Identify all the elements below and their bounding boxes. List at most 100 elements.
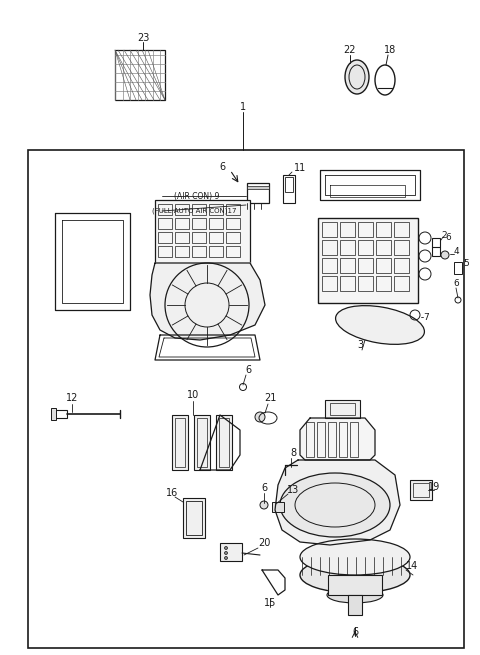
Bar xyxy=(194,415,210,470)
Text: 6: 6 xyxy=(261,483,267,493)
Ellipse shape xyxy=(336,306,424,345)
Bar xyxy=(376,276,391,291)
Polygon shape xyxy=(300,418,375,460)
Bar xyxy=(247,183,269,203)
Bar xyxy=(350,422,358,457)
Bar xyxy=(158,218,172,229)
Bar xyxy=(175,418,185,467)
Circle shape xyxy=(255,412,265,422)
Bar xyxy=(394,240,409,255)
Text: 11: 11 xyxy=(294,163,306,173)
Bar xyxy=(318,218,418,303)
Bar xyxy=(226,232,240,243)
Text: 14: 14 xyxy=(406,561,418,571)
Text: 15: 15 xyxy=(264,598,276,608)
Bar xyxy=(283,175,295,203)
Text: 2: 2 xyxy=(441,231,447,240)
Bar xyxy=(209,246,223,257)
Text: 6: 6 xyxy=(445,233,451,242)
Bar xyxy=(413,483,429,497)
Text: 23: 23 xyxy=(137,33,149,43)
Bar xyxy=(115,50,165,100)
Bar xyxy=(155,200,250,265)
Circle shape xyxy=(225,557,228,559)
Bar xyxy=(325,400,360,418)
Bar xyxy=(226,218,240,229)
Text: 19: 19 xyxy=(428,482,440,492)
Text: 6: 6 xyxy=(219,162,225,172)
Ellipse shape xyxy=(280,473,390,537)
Bar xyxy=(394,258,409,273)
Polygon shape xyxy=(150,263,265,340)
Bar xyxy=(348,595,362,615)
Bar xyxy=(158,232,172,243)
Ellipse shape xyxy=(345,60,369,94)
Bar xyxy=(340,276,355,291)
Bar xyxy=(247,186,269,189)
Bar xyxy=(209,232,223,243)
Bar xyxy=(55,410,67,418)
Bar xyxy=(358,258,373,273)
Ellipse shape xyxy=(327,587,383,603)
Text: 4: 4 xyxy=(453,248,459,257)
Circle shape xyxy=(225,546,228,550)
Bar xyxy=(376,222,391,237)
Bar xyxy=(328,422,336,457)
Text: 8: 8 xyxy=(290,448,296,458)
Bar xyxy=(175,218,189,229)
Bar xyxy=(209,204,223,215)
Bar xyxy=(226,246,240,257)
Bar xyxy=(376,258,391,273)
Bar xyxy=(197,418,207,467)
Bar xyxy=(28,150,464,648)
Bar xyxy=(192,204,206,215)
Text: 3: 3 xyxy=(357,340,363,350)
Text: 22: 22 xyxy=(344,45,356,55)
Bar xyxy=(322,258,337,273)
Bar xyxy=(358,276,373,291)
Text: 7: 7 xyxy=(423,312,429,322)
Text: 1: 1 xyxy=(240,102,246,112)
Bar xyxy=(410,480,432,500)
Bar xyxy=(394,222,409,237)
Bar xyxy=(340,222,355,237)
Bar xyxy=(219,418,229,467)
Bar xyxy=(209,218,223,229)
Bar xyxy=(272,502,284,512)
Bar xyxy=(394,276,409,291)
Bar xyxy=(322,276,337,291)
Text: 6: 6 xyxy=(245,365,251,375)
Text: 21: 21 xyxy=(264,393,276,403)
Bar xyxy=(328,575,382,595)
Text: 20: 20 xyxy=(258,538,270,548)
Bar xyxy=(186,501,202,535)
Bar xyxy=(306,422,314,457)
Bar xyxy=(340,258,355,273)
Circle shape xyxy=(441,251,449,259)
Bar xyxy=(340,240,355,255)
Bar xyxy=(192,218,206,229)
Bar xyxy=(330,403,355,415)
Bar xyxy=(175,204,189,215)
Bar xyxy=(51,408,56,420)
Bar xyxy=(192,232,206,243)
Bar xyxy=(226,204,240,215)
Text: (FULL AUTO AIR CON)17: (FULL AUTO AIR CON)17 xyxy=(152,208,237,214)
Text: 16: 16 xyxy=(166,488,178,498)
Bar xyxy=(322,240,337,255)
Text: 12: 12 xyxy=(66,393,78,403)
Bar xyxy=(358,222,373,237)
Bar xyxy=(454,262,462,274)
Bar xyxy=(175,246,189,257)
Bar xyxy=(322,222,337,237)
Text: 13: 13 xyxy=(287,485,299,495)
Bar xyxy=(432,238,440,256)
Text: 10: 10 xyxy=(187,390,199,400)
Text: 5: 5 xyxy=(463,259,469,267)
Bar xyxy=(339,422,347,457)
Polygon shape xyxy=(275,460,400,545)
Text: 6: 6 xyxy=(453,278,459,288)
Bar xyxy=(183,498,205,538)
Bar xyxy=(172,415,188,470)
Ellipse shape xyxy=(300,557,410,593)
